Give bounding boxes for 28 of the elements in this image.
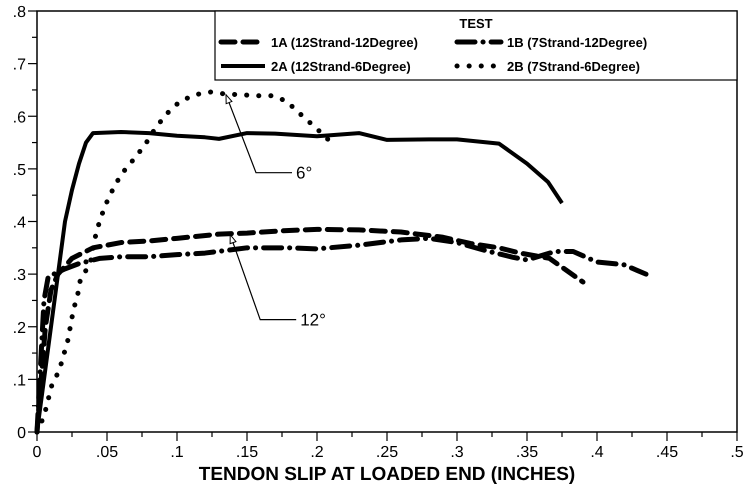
x-tick-label: .2: [310, 444, 324, 461]
legend-title: TEST: [459, 16, 493, 31]
y-tick-label: .2: [12, 320, 26, 337]
y-tick-label: 0: [17, 425, 26, 442]
x-tick-label: .5: [730, 444, 743, 461]
legend-label: 1B (7Strand-12Degree): [507, 35, 648, 50]
x-tick-label: .25: [376, 444, 398, 461]
y-tick-label: .3: [12, 267, 26, 284]
y-tick-label: .8: [12, 4, 26, 21]
x-axis-title: TENDON SLIP AT LOADED END (INCHES): [198, 464, 576, 485]
x-tick-label: 0: [32, 444, 42, 461]
legend-label: 2A (12Strand-6Degree): [271, 59, 411, 74]
x-tick-label: .15: [236, 444, 258, 461]
annotation: 6°: [296, 164, 312, 183]
y-tick-label: .7: [12, 56, 26, 74]
x-tick-label: .1: [170, 444, 184, 461]
x-tick-label: .45: [656, 444, 678, 461]
y-tick-label: .6: [12, 109, 26, 126]
y-tick-label: .1: [12, 372, 26, 390]
x-tick-label: .3: [450, 444, 464, 461]
x-tick-label: .35: [516, 444, 538, 461]
y-tick-label: .4: [12, 214, 26, 232]
x-tick-label: .05: [96, 444, 118, 461]
x-tick-label: .4: [590, 444, 604, 461]
legend-label: 1A (12Strand-12Degree): [271, 35, 418, 50]
annotation: 12°: [300, 310, 326, 330]
legend-label: 2B (7Strand-6Degree): [507, 59, 640, 74]
y-tick-label: .5: [12, 162, 26, 179]
